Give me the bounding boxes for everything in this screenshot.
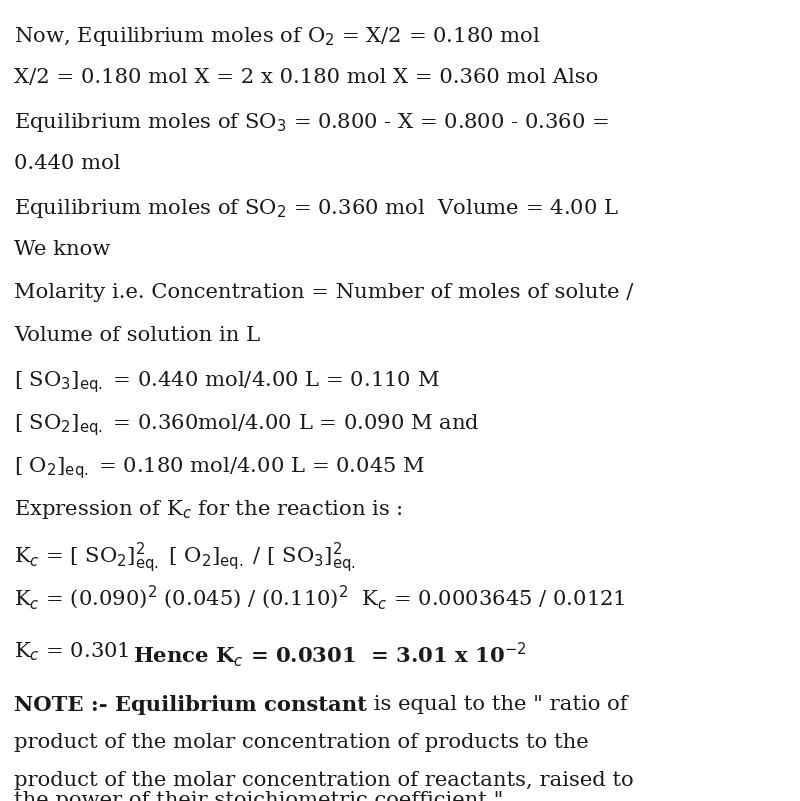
Text: We know: We know <box>14 240 110 259</box>
Text: Volume of solution in L: Volume of solution in L <box>14 326 261 345</box>
Text: [ SO$_3$]$_{\mathrm{eq.}}$ = 0.440 mol/4.00 L = 0.110 M: [ SO$_3$]$_{\mathrm{eq.}}$ = 0.440 mol/4… <box>14 369 440 395</box>
Text: K$_c$ = [ SO$_2$]$^2_{\mathrm{eq.}}$ [ O$_2$]$_{\mathrm{eq.}}$ / [ SO$_3$]$^2_{\: K$_c$ = [ SO$_2$]$^2_{\mathrm{eq.}}$ [ O… <box>14 541 356 575</box>
Text: [ O$_2$]$_{\mathrm{eq.}}$ = 0.180 mol/4.00 L = 0.045 M: [ O$_2$]$_{\mathrm{eq.}}$ = 0.180 mol/4.… <box>14 455 426 481</box>
Text: K$_c$ = 0.301: K$_c$ = 0.301 <box>14 640 133 662</box>
Text: product of the molar concentration of reactants, raised to: product of the molar concentration of re… <box>14 771 634 790</box>
Text: product of the molar concentration of products to the: product of the molar concentration of pr… <box>14 733 589 752</box>
Text: Hence K$_c$ = 0.0301  = 3.01 x 10$^{-2}$: Hence K$_c$ = 0.0301 = 3.01 x 10$^{-2}$ <box>133 640 526 669</box>
Text: Equilibrium moles of SO$_2$ = 0.360 mol  Volume = 4.00 L: Equilibrium moles of SO$_2$ = 0.360 mol … <box>14 197 619 220</box>
Text: Expression of K$_c$ for the reaction is :: Expression of K$_c$ for the reaction is … <box>14 498 403 521</box>
Text: NOTE :- Equilibrium constant: NOTE :- Equilibrium constant <box>14 695 367 715</box>
Text: Equilibrium moles of SO$_3$ = 0.800 - X = 0.800 - 0.360 =: Equilibrium moles of SO$_3$ = 0.800 - X … <box>14 111 610 134</box>
Text: X/2 = 0.180 mol X = 2 x 0.180 mol X = 0.360 mol Also: X/2 = 0.180 mol X = 2 x 0.180 mol X = 0.… <box>14 68 598 87</box>
Text: Molarity i.e. Concentration = Number of moles of solute /: Molarity i.e. Concentration = Number of … <box>14 283 634 302</box>
Text: the power of their stoichiometric coefficient.": the power of their stoichiometric coeffi… <box>14 791 504 801</box>
Text: Now, Equilibrium moles of O$_2$ = X/2 = 0.180 mol: Now, Equilibrium moles of O$_2$ = X/2 = … <box>14 25 541 48</box>
Text: is equal to the " ratio of: is equal to the " ratio of <box>367 695 628 714</box>
Text: 0.440 mol: 0.440 mol <box>14 154 121 173</box>
Text: K$_c$ = (0.090)$^2$ (0.045) / (0.110)$^2$  K$_c$ = 0.0003645 / 0.0121: K$_c$ = (0.090)$^2$ (0.045) / (0.110)$^2… <box>14 584 626 613</box>
Text: [ SO$_2$]$_{\mathrm{eq.}}$ = 0.360mol/4.00 L = 0.090 M and: [ SO$_2$]$_{\mathrm{eq.}}$ = 0.360mol/4.… <box>14 412 480 438</box>
